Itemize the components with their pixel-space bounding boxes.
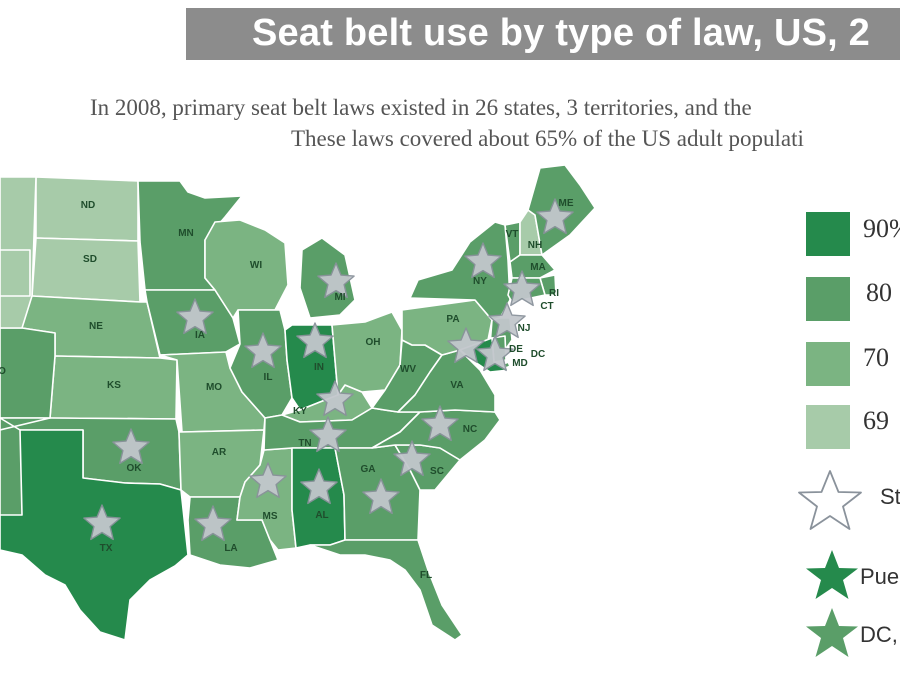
- legend-swatch-70: [806, 342, 850, 386]
- state-label-nj: NJ: [518, 323, 531, 334]
- state-label-ky: KY: [293, 406, 307, 417]
- state-label-ct: CT: [540, 301, 553, 312]
- state-label-sd: SD: [83, 254, 97, 265]
- primary-law-star-icon-nc: [421, 405, 459, 442]
- primary-law-star-icon-il: [244, 332, 282, 369]
- primary-law-star-icon-ky: [316, 380, 354, 417]
- state-label-pa: PA: [446, 314, 459, 325]
- legend-star-label: St: [880, 484, 900, 509]
- state-label-ga: GA: [361, 464, 376, 475]
- state-va: [397, 349, 496, 413]
- star-layer: [83, 198, 574, 542]
- primary-law-star-icon-nj: [488, 302, 526, 339]
- primary-law-star-icon-sc: [393, 440, 431, 477]
- primary-law-star-icon-la: [194, 505, 232, 542]
- primary-law-star-icon-me: [536, 198, 574, 235]
- state-sd: [31, 237, 141, 303]
- state-label-md: MD: [512, 358, 528, 369]
- primary-law-star-icon-ny: [464, 242, 502, 279]
- state-label-wv: WV: [400, 364, 416, 375]
- state-label-ok: OK: [127, 463, 143, 474]
- state-al: [291, 447, 346, 549]
- state-label-nd: ND: [81, 200, 95, 211]
- state-label-va: VA: [450, 380, 463, 391]
- state-partial-41: [0, 417, 51, 516]
- state-label-tn: TN: [298, 438, 311, 449]
- primary-law-star-icon-ct: [503, 270, 541, 307]
- state-label-il: IL: [264, 372, 273, 383]
- state-label-ia: IA: [195, 330, 205, 341]
- state-label-mo: MO: [206, 382, 222, 393]
- state-label-mn: MN: [178, 228, 194, 239]
- title-bar: Seat belt use by type of law, US, 2: [186, 8, 900, 60]
- primary-law-star-icon-ga: [362, 478, 400, 515]
- legend-swatch-69: [806, 405, 850, 449]
- legend-swatch-90: [806, 212, 850, 256]
- state-label-o: O: [0, 366, 6, 377]
- legend-label-80: 80: [866, 278, 892, 307]
- state-label-me: ME: [559, 198, 574, 209]
- state-label-de: DE: [509, 344, 523, 355]
- state-wi: [204, 219, 289, 319]
- primary-law-star-icon-md: [447, 327, 485, 364]
- subtitle-line-1: In 2008, primary seat belt laws existed …: [90, 95, 752, 120]
- state-label-oh: OH: [366, 337, 381, 348]
- state-label-wi: WI: [250, 260, 262, 271]
- primary-law-star-icon-in: [296, 322, 334, 359]
- primary-law-star-icon-ia: [176, 298, 214, 335]
- state-label-nh: NH: [528, 240, 542, 251]
- state-label-fl: FL: [420, 570, 432, 581]
- primary-law-star-icon-mi: [317, 262, 355, 299]
- state-label-tx: TX: [100, 543, 113, 554]
- legend-swatch-80: [806, 277, 850, 321]
- legend-star-pr-icon: [806, 550, 858, 599]
- primary-law-star-icon-tx: [83, 504, 121, 541]
- state-o: [0, 327, 56, 419]
- state-label-ne: NE: [89, 321, 103, 332]
- state-fl: [309, 539, 463, 641]
- state-label-la: LA: [224, 543, 237, 554]
- state-label-in: IN: [314, 362, 324, 373]
- state-label-ks: KS: [107, 380, 121, 391]
- state-label-ms: MS: [263, 511, 278, 522]
- state-label-ma: MA: [530, 262, 546, 273]
- legend-pr-label: Pue: [860, 564, 900, 589]
- label-layer: ND SD NE KS OK TX MN IA MO AR LA WI IL MS MI IN KY TN AL OH…: [0, 198, 574, 581]
- page-title: Seat belt use by type of law, US, 2: [252, 12, 870, 54]
- state-label-sc: SC: [430, 466, 444, 477]
- primary-law-star-icon-ms: [249, 462, 287, 499]
- subtitle-line-2: These laws covered about 65% of the US a…: [291, 126, 804, 151]
- state-label-ar: AR: [212, 447, 227, 458]
- state-label-vt: VT: [506, 229, 519, 240]
- state-label-al: AL: [315, 510, 328, 521]
- state-label-nc: NC: [463, 424, 477, 435]
- state-partial-40: [0, 249, 31, 297]
- primary-law-star-icon-de: [476, 335, 514, 372]
- primary-law-star-icon-ok: [112, 428, 150, 465]
- primary-law-star-icon-tn: [309, 416, 347, 453]
- state-label-ri: RI: [549, 288, 559, 299]
- legend-star-outline-icon: [798, 470, 862, 530]
- legend-label-69: 69: [863, 406, 889, 435]
- state-label-mi: MI: [334, 292, 345, 303]
- legend-dc-label: DC,: [860, 622, 898, 647]
- legend-star-dc-icon: [806, 608, 858, 657]
- state-label-ny: NY: [473, 276, 487, 287]
- state-label-dc: DC: [531, 349, 545, 360]
- primary-law-star-icon-al: [300, 468, 338, 505]
- legend-label-90: 90%: [863, 214, 900, 243]
- legend-label-70: 70: [863, 343, 889, 372]
